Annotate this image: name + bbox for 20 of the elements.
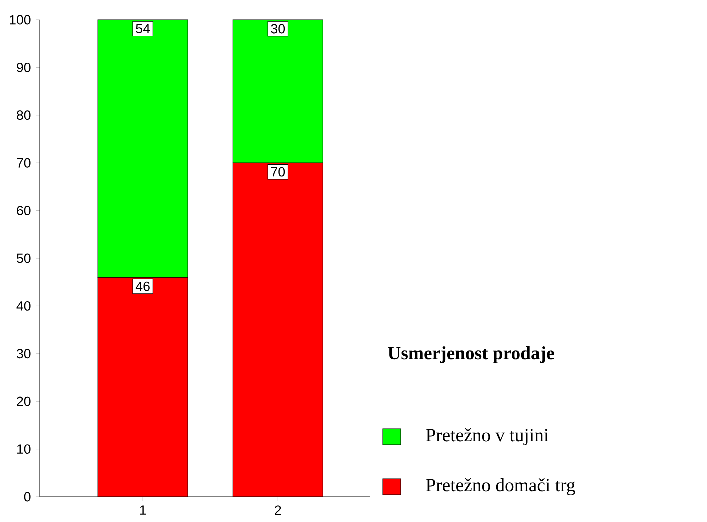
y-tick-label: 70 bbox=[17, 158, 31, 168]
y-tick-label: 100 bbox=[10, 15, 31, 25]
y-tick-label: 60 bbox=[17, 206, 31, 216]
y-tick-label: 90 bbox=[17, 62, 31, 72]
y-tick-label: 10 bbox=[17, 444, 31, 454]
y-tick-label: 20 bbox=[17, 396, 31, 406]
x-tick-label: 2 bbox=[275, 506, 282, 516]
legend-title: Usmerjenost prodaje bbox=[388, 346, 554, 364]
x-tick-label: 1 bbox=[140, 506, 146, 515]
data-label: 70 bbox=[271, 167, 286, 177]
y-tick-label: 80 bbox=[17, 110, 31, 120]
legend-label: Pretežno v tujini bbox=[426, 428, 549, 446]
data-label: 54 bbox=[136, 24, 150, 34]
data-label: 46 bbox=[136, 282, 150, 292]
y-tick-label: 50 bbox=[17, 254, 31, 264]
y-tick-label: 30 bbox=[16, 349, 31, 359]
data-label: 30 bbox=[271, 24, 286, 34]
legend-label: Pretežno domači trg bbox=[426, 478, 576, 496]
y-tick-label: 40 bbox=[16, 301, 31, 311]
y-tick-label: 0 bbox=[24, 492, 31, 502]
